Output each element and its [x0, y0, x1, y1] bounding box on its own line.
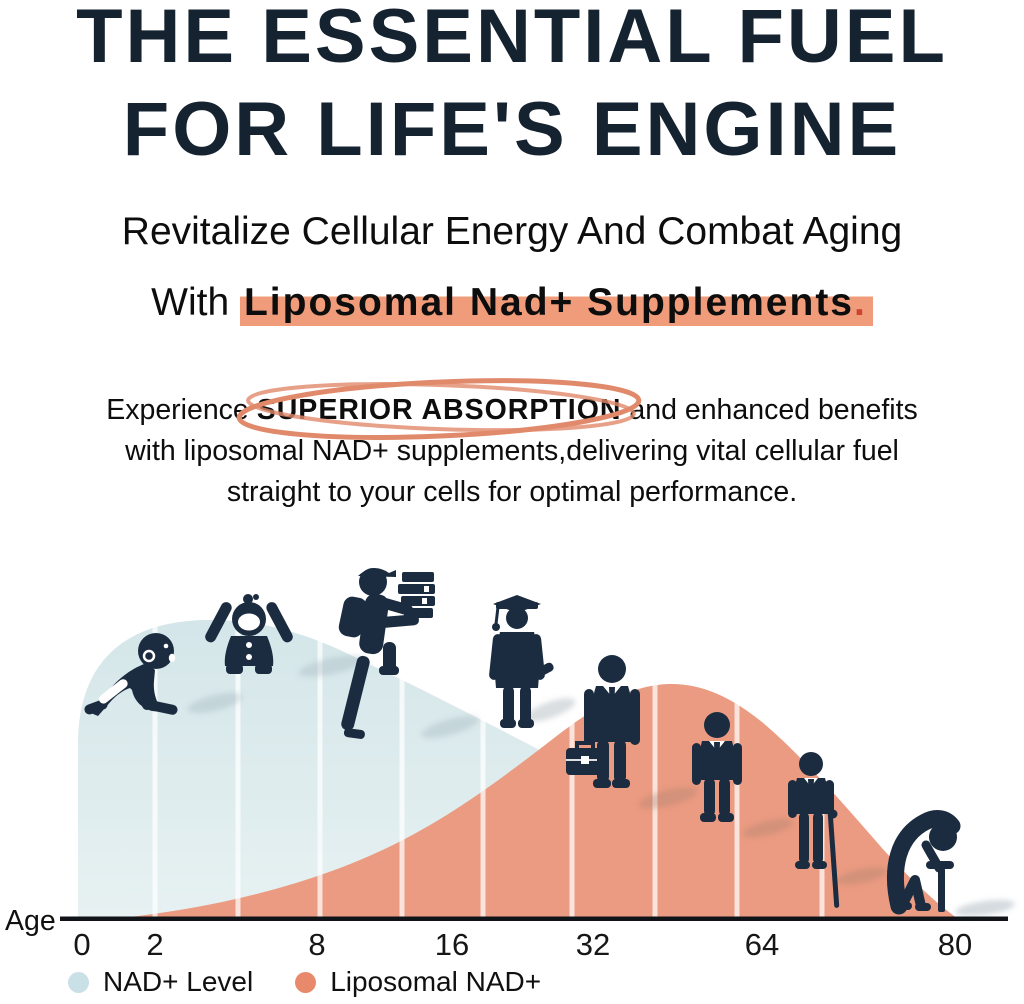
- graduate-icon: [489, 595, 554, 728]
- toddler-icon: [205, 594, 293, 674]
- hunched-elderly-cane-icon: [886, 810, 961, 915]
- nad-level-dot-icon: [68, 971, 89, 993]
- intro-circled-text: SUPERIOR ABSORPTION: [256, 394, 622, 426]
- businessman-briefcase-icon: [566, 655, 640, 788]
- legend-label: Liposomal NAD+: [330, 966, 542, 997]
- headline-line1: THE ESSENTIAL FUEL: [76, 0, 948, 79]
- tick-label: 64: [745, 927, 779, 960]
- subheadline-highlight-text: Liposomal Nad+ Supplements: [243, 281, 855, 324]
- legend-item-liposomal: Liposomal NAD+: [295, 966, 541, 998]
- intro-line1: Experience SUPERIOR ABSORPTION and enhan…: [0, 377, 1024, 440]
- tick-label: 0: [73, 927, 90, 960]
- subheadline: Revitalize Cellular Energy And Combat Ag…: [0, 196, 1024, 338]
- headline-line2: FOR LIFE'S ENGINE: [122, 87, 902, 172]
- headline: THE ESSENTIAL FUEL FOR LIFE'S ENGINE: [0, 0, 1024, 176]
- figure-shadows: [187, 655, 1015, 917]
- legend-label: NAD+ Level: [103, 966, 254, 997]
- subheadline-with: With: [151, 281, 240, 324]
- tick-label: 32: [576, 927, 610, 960]
- intro-paragraph: Experience SUPERIOR ABSORPTION and enhan…: [0, 377, 1024, 513]
- tick-label: 2: [146, 927, 163, 960]
- intro-line1-post: and enhanced benefits: [621, 394, 918, 426]
- chart-legend: NAD+ Level Liposomal NAD+: [68, 966, 541, 998]
- subheadline-highlight: Liposomal Nad+ Supplements.: [239, 281, 873, 326]
- tick-label: 16: [435, 927, 469, 960]
- tick-label: 80: [938, 927, 972, 960]
- intro-circled-phrase: SUPERIOR ABSORPTION: [236, 377, 642, 440]
- nad-age-chart: Age 0 2 8 16 32 64 80: [5, 568, 1015, 960]
- liposomal-nad-dot-icon: [295, 971, 317, 993]
- subheadline-period: .: [854, 281, 867, 324]
- adult-tie-icon: [692, 712, 742, 822]
- legend-item-nad-level: NAD+ Level: [68, 966, 253, 998]
- student-with-books-icon: [338, 568, 435, 739]
- intro-line1-pre: Experience: [106, 394, 257, 426]
- x-axis-ticks: 0 2 8 16 32 64 80: [73, 927, 972, 960]
- intro-line2: with liposomal NAD+ supplements,deliveri…: [125, 435, 899, 467]
- subheadline-line2: With Liposomal Nad+ Supplements.: [0, 267, 1024, 338]
- intro-line3: straight to your cells for optimal perfo…: [226, 476, 798, 508]
- x-axis-line: [60, 916, 1008, 921]
- subheadline-line1: Revitalize Cellular Energy And Combat Ag…: [121, 210, 903, 253]
- x-axis-title: Age: [5, 905, 56, 937]
- liposomal-nad-area: [112, 683, 958, 919]
- elderly-cane-icon: [788, 752, 840, 908]
- tick-label: 8: [308, 927, 325, 960]
- crawling-baby-icon: [84, 633, 178, 716]
